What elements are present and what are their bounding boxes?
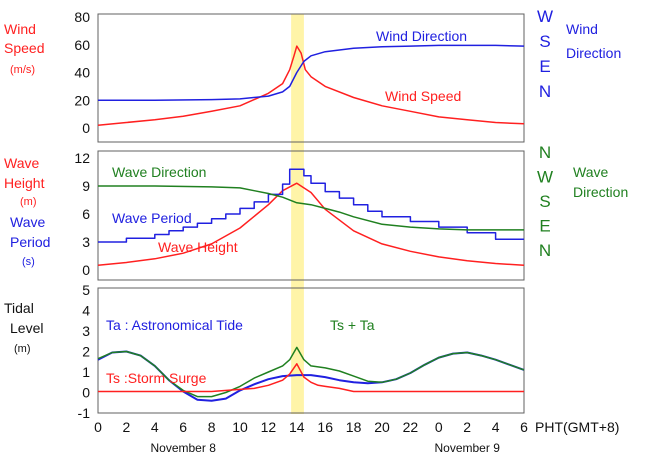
y-axis-label: Height xyxy=(4,175,45,191)
direction-tick-label: S xyxy=(539,192,550,211)
y-tick-label: 2 xyxy=(82,344,90,360)
x-tick-label: 2 xyxy=(123,419,131,435)
y-tick-label: 40 xyxy=(74,65,90,81)
right-axis-label: Wind xyxy=(566,21,598,37)
series-label: Wave Direction xyxy=(112,164,206,180)
series-line xyxy=(97,182,525,267)
panel-frame-wind xyxy=(97,13,525,143)
direction-tick-label: E xyxy=(539,217,550,236)
highlight-band xyxy=(291,14,304,414)
direction-tick-label: W xyxy=(537,7,553,26)
right-axis-label: Wave xyxy=(573,164,608,180)
direction-tick-label: E xyxy=(539,57,550,76)
y-axis-unit-secondary: (s) xyxy=(22,256,35,268)
y-tick-label: 9 xyxy=(82,178,90,194)
direction-tick-label: N xyxy=(539,82,551,101)
x-tick-label: 16 xyxy=(317,419,333,435)
x-tick-label: 14 xyxy=(289,419,305,435)
y-axis-label: Tidal xyxy=(4,300,34,316)
y-tick-label: 20 xyxy=(74,92,90,108)
series-label: Wind Direction xyxy=(376,28,467,44)
x-axis-unit: PHT(GMT+8) xyxy=(535,419,619,435)
series-label: Ts + Ta xyxy=(330,317,375,333)
right-axis-label: Direction xyxy=(566,45,621,61)
y-tick-label: 6 xyxy=(82,206,90,222)
x-tick-label: 2 xyxy=(463,419,471,435)
y-axis-unit: (m) xyxy=(14,343,31,355)
series-line xyxy=(97,346,525,398)
y-tick-label: -1 xyxy=(78,405,91,421)
y-tick-label: 0 xyxy=(82,120,90,136)
series-label: Wind Speed xyxy=(385,88,461,104)
y-tick-label: 60 xyxy=(74,37,90,53)
x-tick-label: 4 xyxy=(151,419,159,435)
x-tick-label: 4 xyxy=(492,419,500,435)
direction-tick-label: N xyxy=(539,241,551,260)
x-tick-label: 0 xyxy=(435,419,443,435)
direction-tick-label: W xyxy=(537,168,553,187)
x-tick-label: 22 xyxy=(403,419,419,435)
y-axis-label: Wind xyxy=(4,21,36,37)
date-label: November 8 xyxy=(151,441,217,455)
series-label: Ta : Astronomical Tide xyxy=(106,317,243,333)
x-tick-label: 20 xyxy=(374,419,390,435)
series-line xyxy=(97,45,525,126)
x-tick-label: 12 xyxy=(261,419,277,435)
x-tick-label: 6 xyxy=(520,419,528,435)
y-tick-label: 3 xyxy=(82,323,90,339)
y-axis-label: Speed xyxy=(4,40,44,56)
y-axis-label-secondary: Wave xyxy=(10,214,45,230)
series-line xyxy=(98,44,525,102)
panel-frame-tide xyxy=(97,287,525,414)
y-tick-label: 3 xyxy=(82,234,90,250)
y-tick-label: 1 xyxy=(82,364,90,380)
direction-tick-label: S xyxy=(539,32,550,51)
y-tick-label: 0 xyxy=(82,262,90,278)
series-line xyxy=(98,185,524,231)
y-axis-label: Wave xyxy=(4,155,39,171)
y-tick-label: 4 xyxy=(82,303,90,319)
x-tick-label: 0 xyxy=(94,419,102,435)
x-tick-label: 8 xyxy=(208,419,216,435)
x-tick-label: 6 xyxy=(179,419,187,435)
series-label: Ts :Storm Surge xyxy=(106,370,207,386)
right-axis-label: Direction xyxy=(573,184,628,200)
series-line xyxy=(98,363,524,393)
x-tick-label: 10 xyxy=(232,419,248,435)
y-axis-unit: (m/s) xyxy=(10,64,35,76)
y-tick-label: 12 xyxy=(74,150,90,166)
y-tick-label: 5 xyxy=(82,282,90,298)
direction-tick-label: N xyxy=(539,143,551,162)
y-tick-label: 0 xyxy=(82,385,90,401)
series-label: Wave Period xyxy=(112,210,192,226)
date-label: November 9 xyxy=(435,441,501,455)
panel-frame-wave xyxy=(97,150,525,281)
x-tick-label: 18 xyxy=(346,419,362,435)
y-axis-label-secondary: Period xyxy=(10,234,50,250)
series-label: Wave Height xyxy=(158,239,238,255)
y-tick-label: 80 xyxy=(74,9,90,25)
y-axis-unit: (m) xyxy=(20,196,37,208)
series-line xyxy=(98,168,524,243)
y-axis-label: Level xyxy=(10,320,43,336)
